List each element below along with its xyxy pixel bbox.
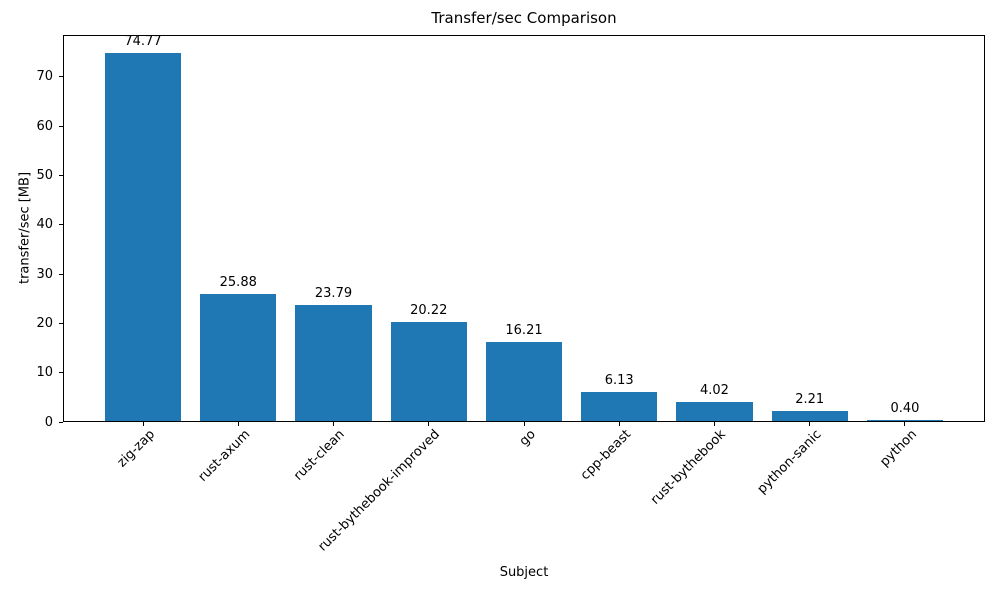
x-tick-label-rust-bythebook: rust-bythebook [648, 427, 730, 508]
bar-value-label: 25.88 [219, 275, 257, 291]
bar-value-label: 74.77 [124, 34, 162, 50]
y-tick-label: 40 [36, 217, 53, 233]
y-tick-mark [59, 76, 63, 78]
y-tick-mark [59, 125, 63, 127]
bar-cpp-beast [581, 391, 658, 422]
bar-value-label: 6.13 [604, 372, 634, 388]
x-tick-label-rust-clean: rust-clean [291, 427, 349, 484]
y-tick-mark [59, 421, 63, 423]
x-tick-mark [523, 422, 525, 426]
bar-value-label: 23.79 [314, 285, 353, 301]
x-tick-mark [713, 422, 715, 426]
bar-rust-clean [295, 304, 372, 422]
chart-title: Transfer/sec Comparison [431, 9, 617, 27]
x-tick-label-python-sanic: python-sanic [754, 427, 825, 497]
y-tick-label: 70 [36, 69, 53, 85]
x-tick-label-rust-axum: rust-axum [195, 427, 253, 485]
x-tick-mark [333, 422, 334, 426]
y-tick-label: 50 [36, 168, 53, 183]
x-tick-label-zig-zap: zig-zap [114, 427, 158, 471]
bar-rust-bythebook-improved [390, 322, 467, 422]
x-tick-mark [904, 422, 906, 426]
x-tick-label-cpp-beast: cpp-beast [577, 427, 634, 484]
x-tick-mark [237, 422, 239, 426]
bar-value-label: 0.40 [890, 401, 920, 417]
x-tick-mark [809, 422, 811, 426]
y-tick-mark [59, 322, 63, 324]
x-axis-label: Subject [499, 565, 549, 580]
x-tick-label-go: go [516, 427, 539, 450]
bar-value-label: 20.22 [410, 303, 448, 319]
bar-zig-zap [104, 53, 182, 422]
x-tick-mark [618, 422, 620, 426]
y-tick-mark [59, 372, 63, 374]
bar-value-label: 4.02 [700, 383, 729, 399]
bar-rust-axum [200, 294, 277, 422]
bar-python-sanic [771, 411, 848, 422]
bar-rust-bythebook [676, 402, 753, 422]
y-tick-label: 60 [36, 118, 53, 134]
bar-value-label: 16.21 [505, 323, 543, 339]
x-tick-mark [142, 422, 144, 426]
y-tick-mark [59, 224, 63, 226]
bar-value-label: 2.21 [795, 392, 825, 408]
x-tick-mark [428, 422, 430, 426]
y-tick-label: 10 [36, 365, 53, 381]
x-tick-label-python: python [876, 427, 920, 470]
y-tick-label: 20 [36, 315, 53, 331]
y-tick-label: 30 [36, 266, 53, 282]
bar-go [485, 342, 563, 422]
y-tick-label: 0 [44, 414, 53, 430]
y-tick-mark [59, 175, 63, 176]
y-tick-mark [59, 273, 63, 275]
